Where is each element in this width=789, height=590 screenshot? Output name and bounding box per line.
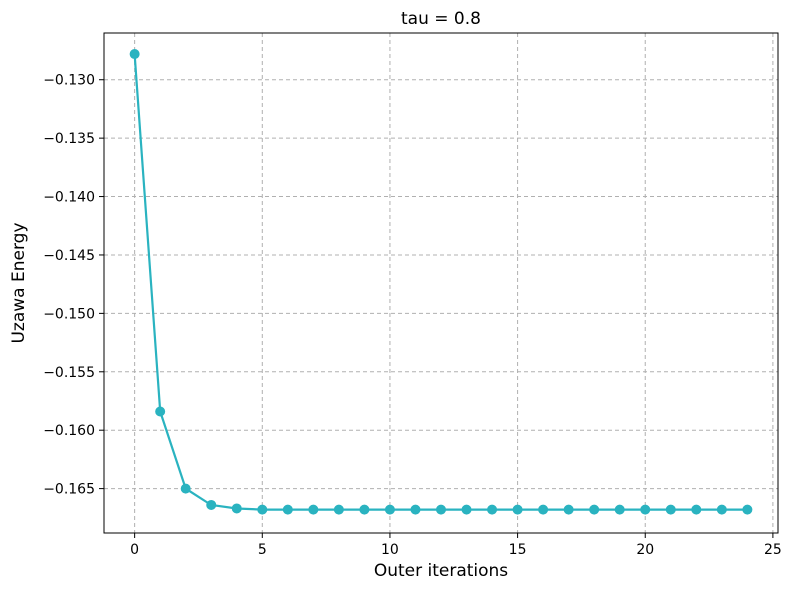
data-point bbox=[665, 504, 676, 515]
series-layer bbox=[129, 49, 753, 515]
plot-frame bbox=[103, 32, 779, 534]
y-tick-label: −0.135 bbox=[43, 131, 95, 147]
y-axis-label: Uzawa Energy bbox=[9, 222, 29, 343]
data-point bbox=[333, 504, 344, 515]
y-tick-label: −0.140 bbox=[43, 190, 95, 206]
chart-title: tau = 0.8 bbox=[401, 9, 481, 29]
x-tick-label: 25 bbox=[764, 542, 782, 558]
data-point bbox=[461, 504, 472, 515]
data-point bbox=[742, 504, 753, 515]
x-axis-label: Outer iterations bbox=[374, 561, 508, 581]
y-tick-label: −0.160 bbox=[43, 423, 95, 439]
x-tick-label: 0 bbox=[130, 542, 139, 558]
x-tick-label: 15 bbox=[509, 542, 527, 558]
data-point bbox=[512, 504, 523, 515]
y-tick-label: −0.145 bbox=[43, 248, 95, 264]
ticks: 0 5 10 15 20 25 −0.130 −0.135 −0.140 −0.145 −0.150… bbox=[43, 73, 782, 558]
y-tick-label: −0.150 bbox=[43, 306, 95, 322]
series-line bbox=[133, 53, 748, 511]
grid bbox=[104, 33, 778, 533]
data-point bbox=[257, 504, 268, 515]
y-tick-label: −0.130 bbox=[43, 73, 95, 89]
data-point bbox=[410, 504, 421, 515]
data-point bbox=[180, 483, 191, 494]
data-point bbox=[487, 504, 498, 515]
y-tick-label: −0.165 bbox=[43, 482, 95, 498]
data-point bbox=[282, 504, 293, 515]
data-point bbox=[640, 504, 651, 515]
x-tick-label: 10 bbox=[381, 542, 399, 558]
data-point bbox=[129, 49, 140, 60]
y-tick-label: −0.155 bbox=[43, 365, 95, 381]
data-point bbox=[206, 499, 217, 510]
data-point bbox=[538, 504, 549, 515]
data-point bbox=[563, 504, 574, 515]
data-point bbox=[589, 504, 600, 515]
data-point bbox=[231, 503, 242, 514]
data-point bbox=[359, 504, 370, 515]
data-point bbox=[716, 504, 727, 515]
x-tick-label: 5 bbox=[258, 542, 267, 558]
data-point bbox=[691, 504, 702, 515]
data-point bbox=[155, 406, 166, 417]
data-point bbox=[614, 504, 625, 515]
data-point bbox=[384, 504, 395, 515]
x-tick-label: 20 bbox=[636, 542, 654, 558]
data-point bbox=[308, 504, 319, 515]
data-point bbox=[436, 504, 446, 515]
